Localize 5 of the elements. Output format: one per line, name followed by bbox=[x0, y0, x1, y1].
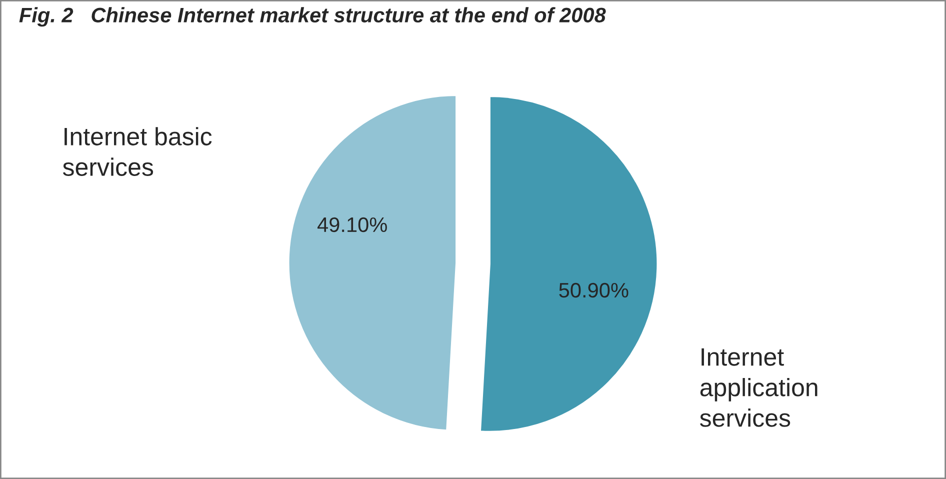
data-label: 50.90% bbox=[559, 282, 628, 298]
slice-label: Internet application services bbox=[700, 348, 818, 427]
chart-title: Fig. 2 Chinese Internet market structure at the end of 2008 bbox=[19, 7, 606, 27]
data-label: 49.10% bbox=[317, 217, 387, 232]
slice-label: Internet basic services bbox=[62, 127, 212, 176]
